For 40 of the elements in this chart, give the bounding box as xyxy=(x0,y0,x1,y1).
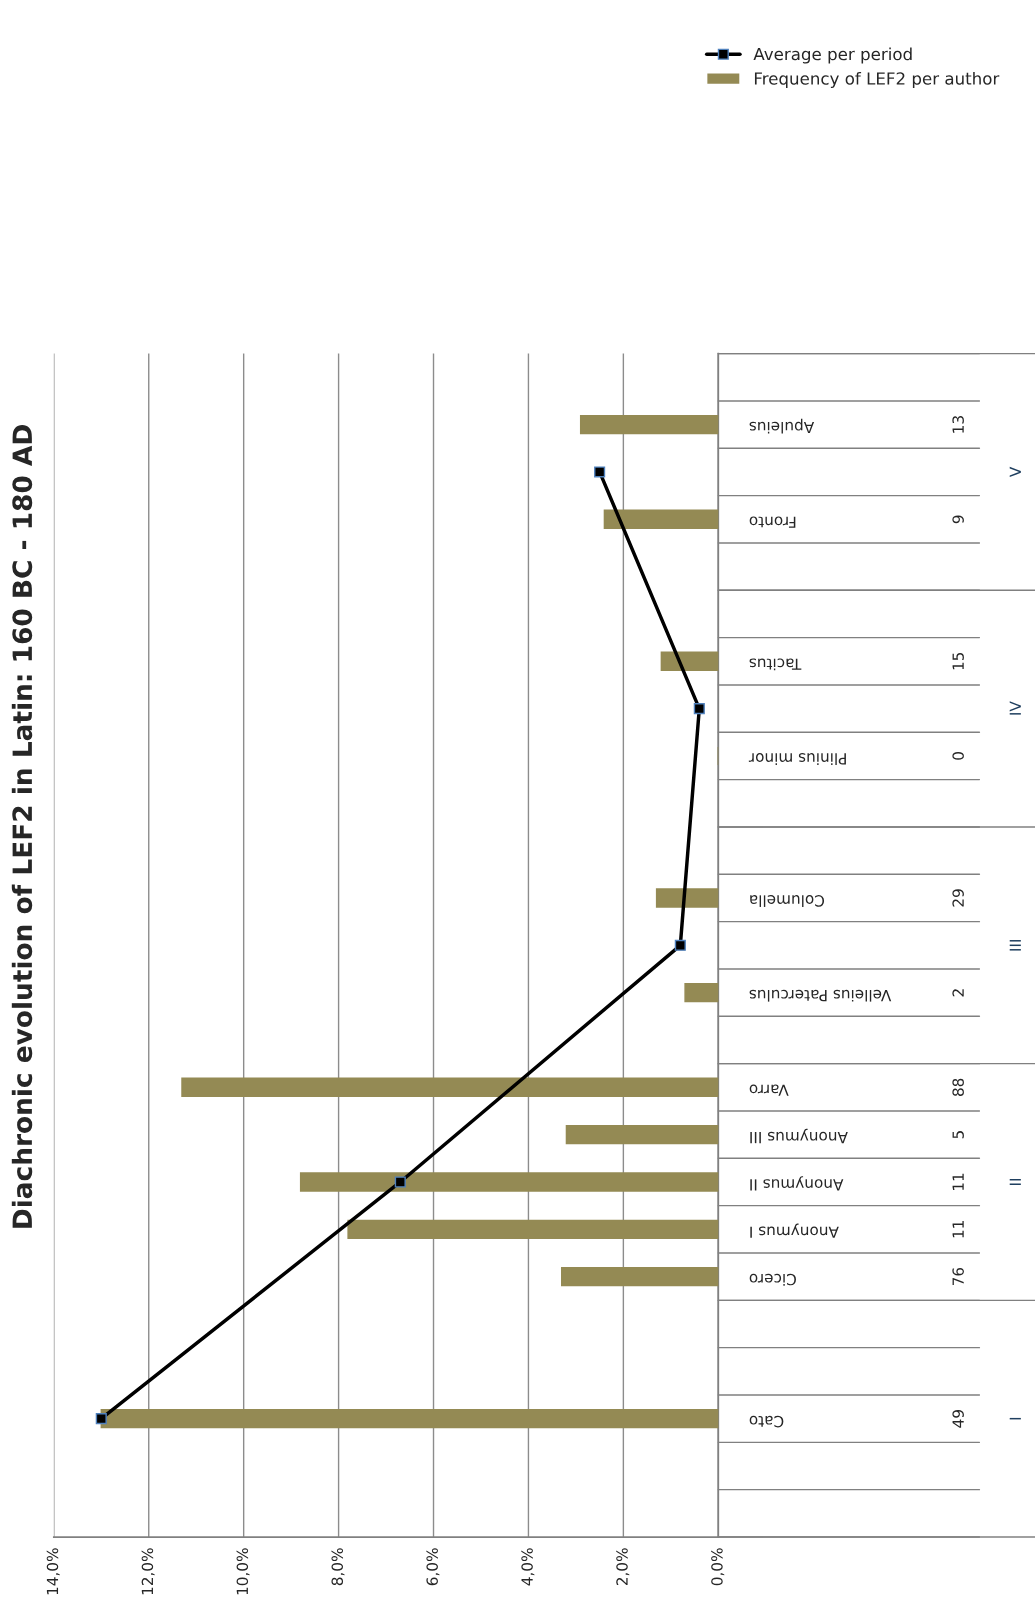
x-tick-label: 14,0% xyxy=(46,1548,60,1595)
text: 29 xyxy=(952,889,964,907)
y-tick-label: Apuleius xyxy=(749,418,815,434)
y-tick-label: Tacitus xyxy=(749,658,802,671)
x-tick-label: 8,0% xyxy=(331,1548,345,1586)
text: 49 xyxy=(952,1410,964,1428)
text: 13 xyxy=(952,416,964,433)
x-tick-label: 4,0% xyxy=(521,1548,535,1586)
text: 76 xyxy=(952,1267,964,1286)
y-tick-label: Cicero xyxy=(749,1273,796,1286)
x-tick-label: 6,0% xyxy=(426,1548,440,1586)
y-tick-label: Anonymus III xyxy=(750,1128,848,1144)
text: Diachronic evolution of LEF2 in Latin: 160 BC - 180 AD xyxy=(11,425,33,1228)
text: 2 xyxy=(952,989,964,997)
text: 11 xyxy=(952,1221,964,1238)
text: 0 xyxy=(952,752,964,760)
x-tick-label: 10,0% xyxy=(236,1548,250,1595)
y-tick-label: Columella xyxy=(750,895,825,907)
x-tick-label: 2,0% xyxy=(616,1548,630,1586)
x-tick-label: 0,0% xyxy=(711,1548,725,1586)
y-tick-label: Varro xyxy=(749,1084,789,1096)
legend-label: Average per period xyxy=(753,47,912,64)
text: 11 xyxy=(952,1173,964,1191)
y-tick-label: Plinius minor xyxy=(748,753,846,765)
y-tick-label: Anonymus II xyxy=(750,1176,844,1191)
y-tick-label: Anonymus I xyxy=(750,1223,839,1238)
text: IV xyxy=(1009,701,1021,715)
text: V xyxy=(1009,466,1021,478)
y-tick-label: Velleius Paterculus xyxy=(749,989,892,1002)
text: 5 xyxy=(952,1131,964,1139)
text: 15 xyxy=(952,652,964,670)
text: I xyxy=(1009,1417,1021,1420)
legend-label: Frequency of LEF2 per author xyxy=(754,71,1000,89)
y-tick-label: Cato xyxy=(749,1415,784,1428)
text: III xyxy=(1009,940,1021,951)
text: 88 xyxy=(952,1078,964,1096)
y-tick-label: Fronto xyxy=(749,516,796,528)
x-tick-label: 12,0% xyxy=(141,1548,155,1595)
text: II xyxy=(1009,1178,1021,1185)
text: 9 xyxy=(952,515,964,524)
